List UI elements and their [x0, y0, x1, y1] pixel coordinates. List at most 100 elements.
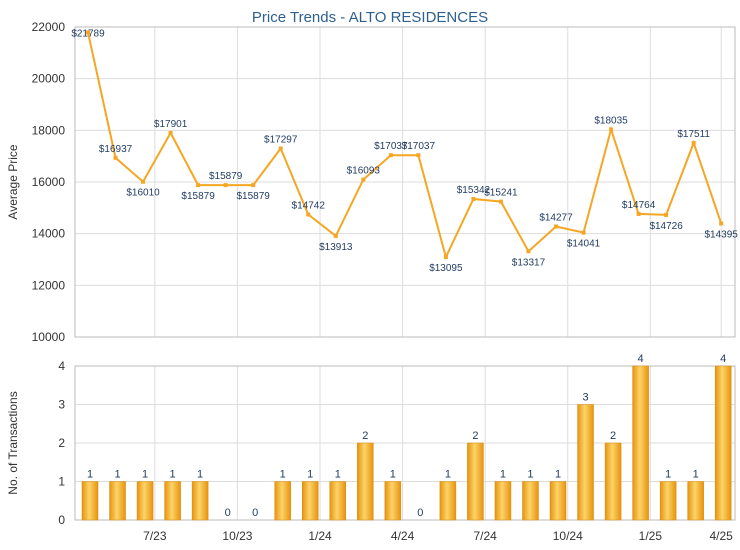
- x-tick-label: 4/25: [710, 529, 734, 543]
- price-point: [251, 183, 256, 188]
- transactions-y-tick-label: 2: [58, 436, 65, 450]
- price-point: [141, 179, 146, 184]
- transaction-bar: [659, 481, 677, 521]
- transaction-bar: [439, 481, 457, 521]
- price-point-label: $14041: [567, 239, 601, 250]
- price-point-label: $15879: [236, 191, 270, 202]
- transaction-bar: [109, 481, 126, 521]
- price-point: [416, 153, 421, 158]
- price-point: [86, 30, 90, 35]
- transaction-bar-label: 4: [638, 353, 644, 365]
- price-point-label: $16093: [347, 166, 381, 177]
- transaction-bar-label: 1: [555, 469, 561, 481]
- price-point-label: $21789: [71, 28, 105, 39]
- transaction-bar: [467, 442, 484, 521]
- price-point-label: $14726: [649, 221, 683, 232]
- price-point: [691, 140, 696, 145]
- price-point: [388, 153, 393, 158]
- transaction-bar-label: 0: [225, 507, 231, 519]
- transaction-bar: [81, 481, 99, 521]
- price-point-label: $16010: [126, 188, 160, 199]
- transaction-bar: [714, 365, 732, 521]
- price-point-label: $15342: [457, 185, 491, 196]
- price-point-label: $14395: [705, 229, 739, 240]
- transaction-bar: [136, 481, 154, 521]
- transaction-bar-label: 1: [87, 469, 93, 481]
- transaction-bar-label: 1: [197, 469, 203, 481]
- transaction-bar-label: 1: [693, 469, 699, 481]
- price-point-label: $15241: [484, 188, 518, 199]
- transaction-bar-label: 3: [582, 392, 588, 404]
- transactions-panel: 0 1 2 3 4 7/23 10/23 1/24 4/24 7/24 10/24 1/25 4/25 1…: [58, 353, 736, 543]
- price-point-label: $17037: [374, 141, 408, 152]
- transactions-y-tick-label: 3: [58, 398, 65, 412]
- price-plot-frame: [74, 26, 736, 338]
- transaction-bar: [632, 365, 649, 521]
- price-point: [609, 127, 614, 132]
- transaction-bar: [274, 481, 291, 521]
- price-point-label: $13317: [512, 257, 546, 268]
- price-point-label: $18035: [594, 115, 628, 126]
- transaction-bar: [164, 481, 181, 521]
- price-point-label: $14742: [292, 200, 326, 211]
- transaction-bar-label: 1: [307, 469, 313, 481]
- price-point-label: $15879: [181, 191, 215, 202]
- transaction-bar-label: 2: [472, 430, 478, 442]
- price-point: [333, 233, 338, 238]
- transaction-bar: [577, 404, 594, 521]
- transactions-plot-frame: [74, 365, 736, 521]
- price-y-tick-label: 18000: [32, 123, 66, 137]
- transaction-bar-label: 1: [527, 469, 533, 481]
- transaction-bar: [494, 481, 512, 521]
- transaction-bar-label: 1: [445, 469, 451, 481]
- transaction-bar: [191, 481, 209, 521]
- transaction-bar-label: 1: [170, 469, 176, 481]
- price-point: [278, 146, 283, 151]
- price-y-tick-label: 16000: [32, 175, 66, 189]
- price-y-axis-label: Average Price: [6, 144, 20, 219]
- price-y-tick-label: 10000: [32, 330, 66, 344]
- price-point: [196, 183, 201, 188]
- price-y-tick-label: 14000: [32, 227, 66, 241]
- price-point: [471, 196, 476, 201]
- x-tick-label: 1/24: [308, 529, 332, 543]
- transaction-bar-label: 1: [665, 469, 671, 481]
- transactions-y-tick-label: 0: [58, 513, 65, 527]
- transaction-bar-label: 2: [362, 430, 368, 442]
- price-point: [664, 212, 669, 217]
- price-y-tick-label: 12000: [32, 278, 66, 292]
- transactions-y-axis-label: No. of Transactions: [6, 391, 20, 494]
- price-point: [498, 199, 503, 204]
- transaction-bar-label: 4: [720, 353, 726, 365]
- price-point-label: $13095: [429, 263, 463, 274]
- price-point: [719, 221, 724, 226]
- transaction-bar: [549, 481, 567, 521]
- price-point: [306, 212, 311, 217]
- price-point: [526, 249, 531, 254]
- price-point-label: $17901: [154, 119, 188, 130]
- transaction-bar-label: 1: [142, 469, 148, 481]
- price-point: [113, 155, 118, 160]
- price-point: [443, 255, 448, 260]
- price-point: [581, 230, 586, 235]
- transaction-bar: [687, 481, 704, 521]
- price-point-label: $17037: [402, 141, 436, 152]
- transaction-bar: [329, 481, 347, 521]
- price-point: [636, 211, 641, 216]
- price-series-line: [87, 32, 723, 260]
- transaction-bar-label: 1: [280, 469, 286, 481]
- price-point-label: $17297: [264, 134, 298, 145]
- transaction-bar-label: 1: [390, 469, 396, 481]
- price-point: [168, 130, 173, 135]
- price-point-label: $16937: [99, 144, 133, 155]
- price-point-label: $14277: [539, 213, 573, 224]
- transaction-bar: [384, 481, 402, 521]
- price-point-label: $14764: [622, 200, 656, 211]
- price-point: [223, 183, 228, 188]
- x-tick-label: 10/23: [222, 529, 252, 543]
- transaction-bar-label: 0: [252, 507, 258, 519]
- transaction-bar: [522, 481, 539, 521]
- x-tick-label: 7/24: [474, 529, 498, 543]
- price-point: [361, 177, 366, 182]
